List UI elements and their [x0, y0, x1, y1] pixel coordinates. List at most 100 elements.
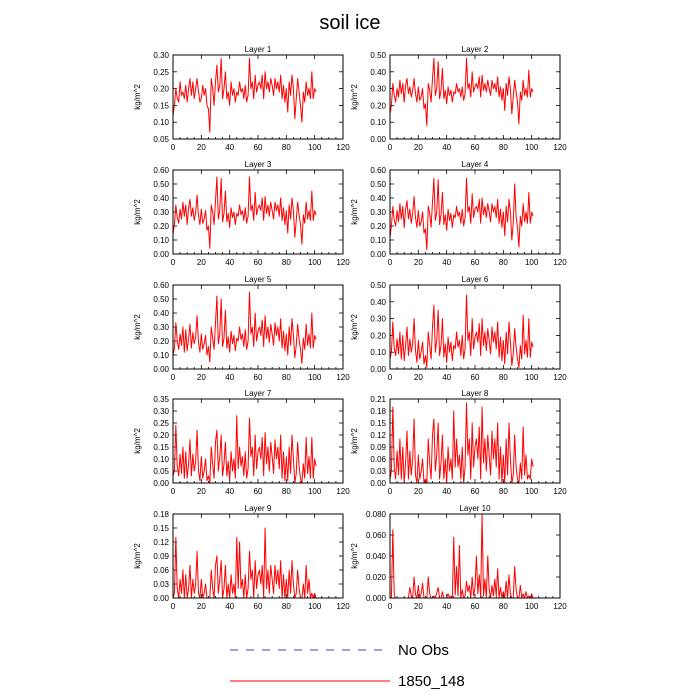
- y-tick-label: 0.30: [153, 208, 169, 217]
- y-tick-label: 0.25: [153, 419, 169, 428]
- x-tick-label: 120: [336, 258, 350, 267]
- y-tick-label: 0.06: [153, 566, 169, 575]
- legend-label-2: 1850_148: [398, 673, 465, 690]
- y-tick-label: 0.00: [370, 365, 386, 374]
- x-tick-label: 0: [388, 143, 393, 152]
- y-tick-label: 0.020: [366, 573, 387, 582]
- y-tick-label: 0.040: [366, 552, 387, 561]
- y-tick-label: 0.50: [153, 295, 169, 304]
- series-line-layer-9: [172, 527, 317, 599]
- legend-label-1: No Obs: [398, 642, 449, 659]
- x-tick-label: 100: [525, 602, 539, 611]
- x-tick-label: 120: [336, 487, 350, 496]
- series-line-layer-10: [389, 513, 534, 599]
- panel-title: Layer 10: [459, 504, 491, 513]
- series-line-layer-4: [389, 177, 534, 251]
- y-tick-label: 0.10: [153, 351, 169, 360]
- x-tick-label: 120: [336, 373, 350, 382]
- y-tick-label: 0.10: [153, 236, 169, 245]
- panel-layer-4: Layer 4 kg/m^2 0 20 40 60 80 100 120 0.00 0.10 0.20…: [350, 160, 567, 267]
- x-tick-label: 80: [282, 143, 291, 152]
- panel-layer-1: Layer 1 kg/m^2 0 20 40 60 80 100 120 0.05 0.10 0.15…: [133, 45, 350, 152]
- x-tick-label: 0: [388, 602, 393, 611]
- x-tick-label: 60: [471, 373, 480, 382]
- x-tick-label: 40: [442, 258, 451, 267]
- y-tick-label: 0.25: [153, 68, 169, 77]
- x-tick-label: 120: [553, 258, 567, 267]
- x-tick-label: 40: [225, 373, 234, 382]
- y-tick-label: 0.09: [153, 552, 169, 561]
- x-tick-label: 60: [471, 602, 480, 611]
- x-tick-label: 80: [282, 258, 291, 267]
- x-tick-label: 40: [225, 143, 234, 152]
- series-line-layer-1: [172, 57, 317, 133]
- y-tick-label: 0.40: [153, 194, 169, 203]
- y-tick-label: 0.00: [370, 135, 386, 144]
- y-tick-label: 0.15: [153, 443, 169, 452]
- series-line-layer-8: [389, 402, 534, 484]
- plot-frame: [389, 54, 561, 140]
- y-tick-label: 0.12: [153, 538, 169, 547]
- x-tick-label: 40: [225, 258, 234, 267]
- panel-title: Layer 7: [245, 389, 272, 398]
- x-tick-label: 20: [414, 487, 423, 496]
- panel-title: Layer 8: [462, 389, 489, 398]
- y-tick-label: 0.03: [153, 580, 169, 589]
- y-tick-label: 0.30: [370, 85, 386, 94]
- y-tick-label: 0.18: [153, 510, 169, 519]
- x-tick-label: 40: [442, 373, 451, 382]
- y-tick-label: 0.50: [370, 180, 386, 189]
- panel-layer-3: Layer 3 kg/m^2 0 20 40 60 80 100 120 0.00 0.10 0.20…: [133, 160, 350, 267]
- y-tick-label: 0.20: [370, 331, 386, 340]
- x-tick-label: 80: [282, 602, 291, 611]
- x-tick-label: 20: [197, 602, 206, 611]
- panel-layer-7: Layer 7 kg/m^2 0 20 40 60 80 100 120 0.00 0.05 0.10…: [133, 389, 350, 496]
- y-axis-label: kg/m^2: [133, 543, 142, 569]
- x-tick-label: 60: [254, 143, 263, 152]
- x-tick-label: 80: [499, 373, 508, 382]
- x-tick-label: 100: [525, 373, 539, 382]
- x-tick-label: 100: [308, 602, 322, 611]
- plot-frame: [389, 398, 561, 484]
- y-tick-label: 0.21: [370, 395, 386, 404]
- x-tick-label: 80: [499, 602, 508, 611]
- y-tick-label: 0.03: [370, 467, 386, 476]
- y-tick-label: 0.20: [153, 222, 169, 231]
- x-tick-label: 120: [553, 487, 567, 496]
- x-tick-label: 80: [499, 258, 508, 267]
- x-tick-label: 40: [442, 143, 451, 152]
- y-tick-label: 0.30: [153, 407, 169, 416]
- legend: No Obs 1850_148: [230, 642, 465, 690]
- panel-title: Layer 4: [462, 160, 489, 169]
- x-tick-label: 60: [254, 373, 263, 382]
- x-tick-label: 20: [414, 258, 423, 267]
- y-tick-label: 0.30: [153, 323, 169, 332]
- x-tick-label: 0: [171, 373, 176, 382]
- y-tick-label: 0.50: [370, 51, 386, 60]
- x-tick-label: 20: [414, 373, 423, 382]
- x-tick-label: 20: [197, 143, 206, 152]
- x-tick-label: 0: [171, 143, 176, 152]
- y-tick-label: 0.60: [153, 166, 169, 175]
- figure-title: soil ice: [319, 12, 380, 34]
- x-tick-label: 60: [254, 602, 263, 611]
- y-axis-label: kg/m^2: [350, 84, 359, 110]
- y-tick-label: 0.30: [153, 51, 169, 60]
- panel-title: Layer 2: [462, 45, 489, 54]
- y-tick-label: 0.20: [370, 101, 386, 110]
- x-tick-label: 100: [308, 373, 322, 382]
- y-tick-label: 0.50: [370, 281, 386, 290]
- y-tick-label: 0.40: [370, 194, 386, 203]
- y-tick-label: 0.00: [370, 250, 386, 259]
- x-tick-label: 40: [442, 487, 451, 496]
- x-tick-label: 0: [171, 258, 176, 267]
- panel-grid: Layer 1 kg/m^2 0 20 40 60 80 100 120 0.05 0.10 0.15…: [133, 45, 567, 611]
- x-tick-label: 20: [414, 602, 423, 611]
- y-tick-label: 0.00: [370, 479, 386, 488]
- panel-title: Layer 5: [245, 275, 272, 284]
- x-tick-label: 0: [388, 487, 393, 496]
- x-tick-label: 100: [308, 258, 322, 267]
- x-tick-label: 20: [414, 143, 423, 152]
- x-tick-label: 80: [282, 373, 291, 382]
- x-tick-label: 60: [471, 487, 480, 496]
